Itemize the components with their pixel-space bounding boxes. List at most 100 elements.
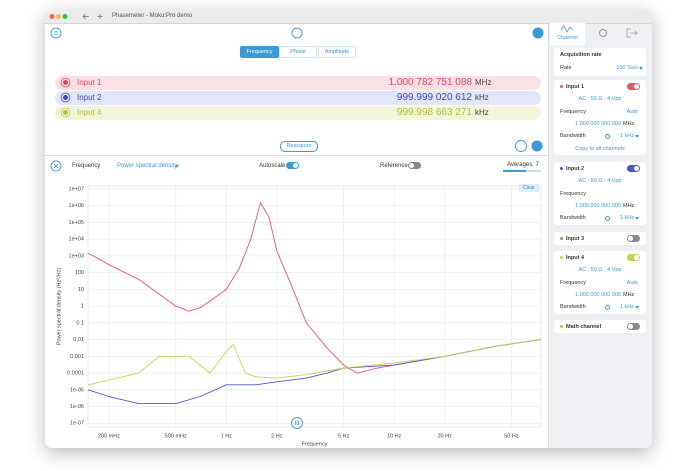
exit-tab[interactable]: [626, 28, 638, 38]
y-tick-label: 0.001: [70, 354, 84, 360]
mode-dropdown[interactable]: Power spectral density: [117, 163, 178, 169]
bandwidth-dropdown[interactable]: 1 kHz: [619, 215, 634, 221]
reading-row: [55, 91, 541, 105]
frequency-label: Frequency: [560, 109, 586, 115]
channel-name: Input 3: [566, 235, 585, 242]
y-tick-label: 1e+04: [69, 237, 84, 243]
channel-card: [554, 320, 646, 333]
settings-button[interactable]: [532, 27, 544, 39]
bandwidth-dropdown[interactable]: 1 kHz: [619, 133, 634, 139]
title-bar: [45, 10, 652, 24]
minimize-dot[interactable]: [56, 14, 61, 19]
mode-tab[interactable]: Frequency: [240, 46, 279, 58]
menu-button[interactable]: [50, 27, 62, 39]
reference-toggle[interactable]: [408, 162, 421, 169]
reading-dot: [63, 95, 68, 100]
reading-value: 999.998 663 271: [396, 107, 472, 118]
y-axis-title: Power spectral density (Hz²/Hz): [56, 268, 62, 345]
x-tick-label: 50 Hz: [504, 433, 519, 439]
plot-area: [87, 185, 542, 428]
pause-button[interactable]: [291, 417, 303, 429]
reading-name: Input 2: [77, 93, 102, 102]
y-tick-label: 10: [78, 287, 84, 293]
channel-name: Input 2: [566, 165, 585, 172]
x-tick-label: 10 Hz: [387, 433, 402, 439]
reading-dot: [63, 80, 68, 85]
bandwidth-label: Bandwidth: [560, 304, 586, 310]
window-controls: [49, 13, 103, 20]
bandwidth-reset: [605, 133, 610, 139]
reading-name: Input 1: [77, 78, 102, 87]
close-chart[interactable]: [50, 160, 62, 172]
bandwidth-label: Bandwidth: [560, 215, 586, 221]
y-tick-label: 0.1: [76, 320, 84, 326]
mode-tab[interactable]: Phase: [279, 46, 317, 58]
toolbar-border: [45, 155, 548, 156]
cloud-button[interactable]: [291, 27, 303, 39]
channel-card: [554, 251, 646, 314]
series-line: [87, 339, 542, 386]
back-icon[interactable]: [82, 13, 89, 20]
channel-dot: [560, 325, 563, 328]
channel-toggle[interactable]: [627, 235, 640, 242]
zoom-dot[interactable]: [62, 14, 68, 19]
reading-row: [55, 106, 541, 120]
frequency-unit: MHz: [623, 121, 635, 127]
frequency-label: Frequency: [560, 280, 586, 286]
reading-unit: kHz: [475, 108, 489, 117]
clear-button[interactable]: Clear: [519, 184, 539, 192]
channel-toggle[interactable]: [627, 254, 640, 261]
dropdown-arrow: [635, 305, 639, 309]
channel-tab-label: Channel: [557, 35, 578, 41]
mode-tab[interactable]: Amplitude: [318, 46, 356, 58]
copy-button[interactable]: Copy to all channels: [575, 146, 625, 152]
y-tick-label: 1e+06: [69, 203, 84, 209]
frequency-unit: MHz: [623, 203, 635, 209]
averages[interactable]: Averages: 7: [507, 162, 539, 168]
reading-row: [55, 76, 541, 90]
autoscale-toggle[interactable]: [286, 162, 299, 169]
reading-value: 1.000 782 751 088: [388, 77, 472, 88]
settings-tab[interactable]: [599, 29, 607, 37]
window-title: Phasemeter - Moku:Pro demo: [112, 13, 193, 19]
reading-name: Input 4: [77, 108, 102, 117]
channel-card: [554, 232, 646, 245]
channel-dot: [560, 85, 563, 88]
panel-tabs: [599, 28, 638, 38]
channel-name: Math channel: [566, 323, 602, 330]
x-tick-label: 5 Hz: [338, 433, 350, 439]
export-button[interactable]: [515, 140, 527, 152]
rate-dropdown[interactable]: 150 Sa/s: [616, 65, 638, 71]
new-tab-icon[interactable]: [97, 14, 103, 19]
cursor-button[interactable]: [531, 140, 543, 152]
acquisition-card: [554, 48, 646, 76]
channel-tab[interactable]: [550, 23, 585, 45]
bandwidth-dropdown[interactable]: 1 kHz: [619, 304, 634, 310]
dropdown-arrow: [635, 134, 639, 138]
frequency-mode: Auto: [626, 109, 638, 115]
y-tick-label: 1e-05: [70, 387, 84, 393]
coupling: AC : 50 Ω : 4 Vpp: [578, 96, 622, 102]
close-dot[interactable]: [49, 14, 55, 19]
reading-value: 999.999 020 612: [396, 92, 472, 103]
frequency-unit: MHz: [623, 292, 635, 298]
frequency-value: 1.000 000 000 000: [575, 292, 621, 298]
y-tick-label: 1: [81, 304, 84, 310]
reacquire-button[interactable]: Reacquire: [280, 141, 318, 152]
channel-card: [554, 80, 646, 155]
series-line: [87, 202, 542, 374]
x-axis-title: Frequency: [302, 441, 328, 447]
y-tick-label: 1e-07: [70, 421, 84, 427]
dropdown-arrow: [175, 164, 179, 168]
dropdown-arrow: [635, 216, 639, 220]
averages-bar: [503, 170, 541, 172]
rate-label: Rate: [560, 65, 572, 71]
channel-toggle[interactable]: [627, 83, 640, 90]
y-tick-label: 1e+03: [69, 253, 84, 259]
frequency-value: 1.000 000 000 000: [575, 121, 621, 127]
y-tick-label: 1e-06: [70, 404, 84, 410]
series-line: [87, 339, 542, 405]
reading-dot: [63, 110, 68, 115]
channel-toggle[interactable]: [627, 165, 640, 172]
channel-toggle[interactable]: [627, 323, 640, 330]
